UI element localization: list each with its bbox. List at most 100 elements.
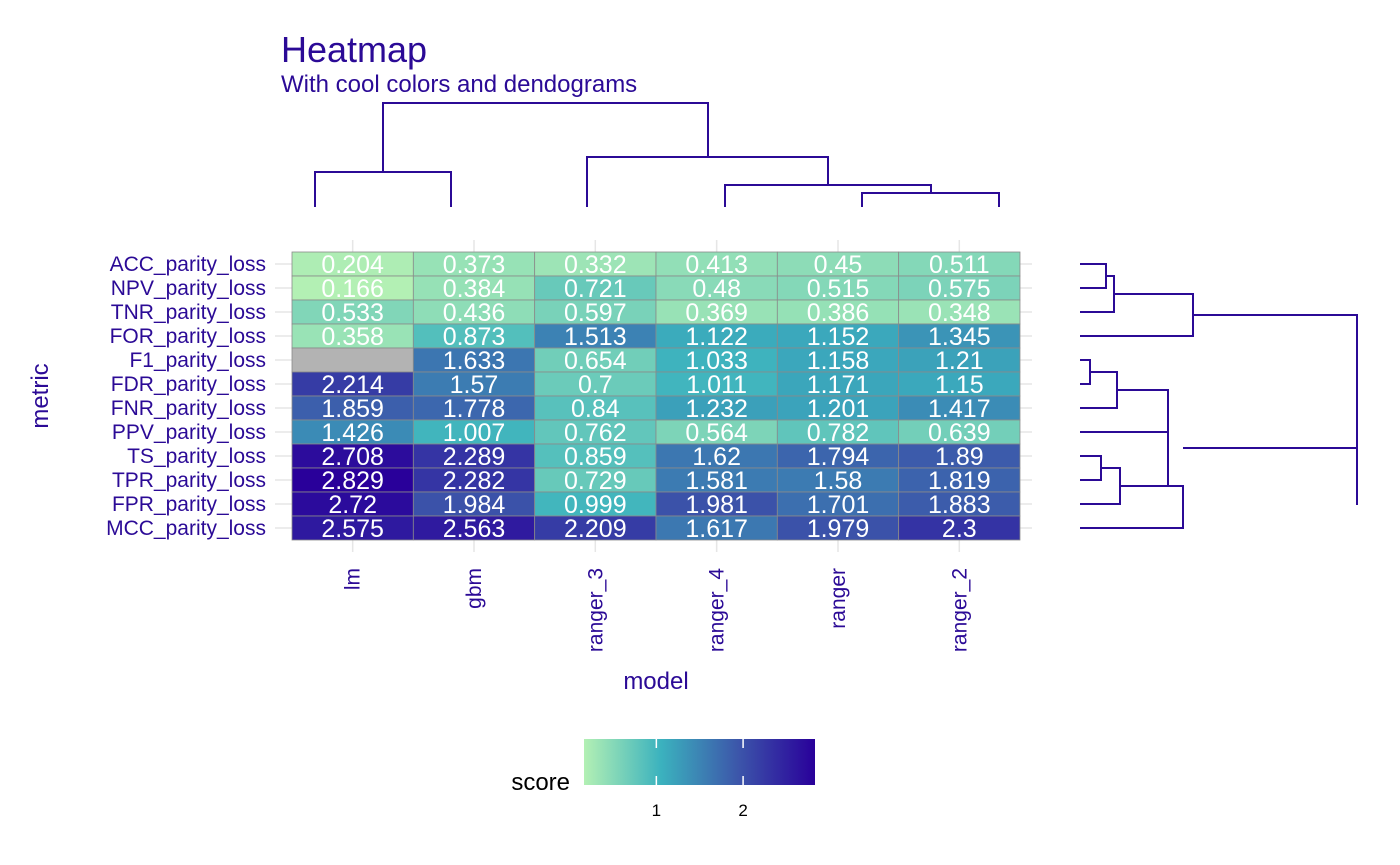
x-tick-label: ranger_2	[948, 568, 971, 652]
y-tick-label: NPV_parity_loss	[111, 277, 266, 300]
y-tick-label: FDR_parity_loss	[111, 373, 266, 396]
heatmap-cell	[291, 491, 414, 517]
x-tick-label: ranger_4	[706, 568, 729, 652]
x-axis-tick-labels: lm gbm ranger_3 ranger_4 ranger ranger_2	[342, 568, 972, 652]
legend-tick-label: 1	[652, 801, 661, 820]
heatmap-cell	[898, 251, 1021, 277]
heatmap-cell	[534, 371, 657, 397]
cell-value-label: 2.575	[321, 515, 384, 543]
heatmap-cell	[655, 299, 778, 325]
x-tick-label: lm	[342, 568, 365, 590]
cell-value-label: 1.345	[928, 323, 991, 351]
cell-value-label: 0.721	[564, 275, 627, 303]
chart-title: Heatmap	[281, 29, 427, 70]
cell-value-label: 1.979	[807, 515, 870, 543]
cell-value-label: 1.007	[443, 419, 506, 447]
cell-value-label: 1.617	[685, 515, 748, 543]
cell-value-label: 2.214	[321, 371, 384, 399]
cell-value-label: 0.762	[564, 419, 627, 447]
cell-value-label: 1.171	[807, 371, 870, 399]
heatmap-cell	[776, 323, 900, 349]
heatmap-cell	[412, 299, 536, 325]
heatmap-cell	[776, 419, 900, 445]
legend-tick-label: 2	[738, 801, 747, 820]
heatmap-cell	[776, 299, 900, 325]
column-dendrogram	[314, 102, 1000, 207]
cell-value-label: 1.011	[686, 371, 747, 399]
cell-value-label: 2.708	[321, 443, 384, 471]
cell-value-label: 2.289	[443, 443, 506, 471]
chart-subtitle: With cool colors and dendograms	[281, 71, 637, 98]
cell-value-label: 1.033	[685, 347, 748, 375]
cell-value-label: 1.859	[321, 395, 384, 423]
cell-value-label: 1.633	[443, 347, 506, 375]
cell-value-label: 0.859	[564, 443, 627, 471]
cell-value-label: 1.57	[450, 371, 499, 399]
heatmap-cell	[898, 299, 1021, 325]
cell-value-label: 0.511	[929, 251, 990, 279]
heatmap-cell	[776, 491, 900, 517]
cell-value-label: 1.581	[685, 467, 748, 495]
cell-value-label: 1.883	[928, 491, 991, 519]
cell-value-label: 1.15	[935, 371, 984, 399]
cell-value-label: 0.84	[571, 395, 620, 423]
cell-value-label: 0.436	[443, 299, 506, 327]
heatmap-cell	[655, 443, 778, 469]
heatmap-cell	[776, 443, 900, 469]
heatmap-cell	[291, 515, 414, 541]
cell-value-label: 1.819	[928, 467, 991, 495]
heatmap-cell	[534, 491, 657, 517]
cell-value-label: 0.782	[807, 419, 870, 447]
y-axis-tick-labels: ACC_parity_lossNPV_parity_lossTNR_parity…	[106, 253, 266, 540]
heatmap-cell	[412, 347, 536, 373]
cell-value-label: 0.999	[564, 491, 627, 519]
cell-value-label: 1.58	[814, 467, 863, 495]
heatmap-cell	[534, 515, 657, 541]
heatmap-cell	[776, 515, 900, 541]
cell-value-label: 1.794	[807, 443, 870, 471]
cell-value-label: 0.358	[321, 323, 384, 351]
y-tick-label: TNR_parity_loss	[111, 301, 266, 324]
cell-value-label: 1.232	[685, 395, 748, 423]
legend-title: score	[511, 769, 570, 796]
y-tick-label: TPR_parity_loss	[112, 469, 266, 492]
cell-value-label: 1.513	[564, 323, 627, 351]
heatmap-cell	[898, 371, 1021, 397]
heatmap-cell	[655, 275, 778, 301]
legend-colorbar	[584, 739, 815, 785]
cell-value-label: 0.45	[814, 251, 863, 279]
heatmap-cell	[412, 443, 536, 469]
heatmap-cell	[412, 371, 536, 397]
cell-value-label: 0.373	[443, 251, 506, 279]
heatmap-cells	[291, 251, 1021, 541]
y-tick-label: F1_parity_loss	[129, 349, 266, 372]
cell-value-label: 0.654	[564, 347, 627, 375]
heatmap-cell	[291, 395, 414, 421]
cell-value-label: 0.873	[443, 323, 506, 351]
heatmap-cell	[898, 419, 1021, 445]
cell-value-label: 1.21	[935, 347, 984, 375]
cell-value-label: 2.72	[328, 491, 377, 519]
cell-value-label: 1.984	[443, 491, 506, 519]
cell-value-label: 2.563	[443, 515, 506, 543]
heatmap-cell	[534, 299, 657, 325]
cell-value-label: 1.426	[321, 419, 384, 447]
row-dendrogram-lines	[1080, 263, 1358, 529]
y-tick-label: ACC_parity_loss	[110, 253, 266, 276]
heatmap-cell	[655, 491, 778, 517]
cell-value-label: 0.413	[685, 251, 748, 279]
row-dendrogram	[1080, 263, 1358, 529]
x-tick-label: gbm	[463, 568, 486, 609]
heatmap-cell	[412, 275, 536, 301]
cell-value-label: 0.7	[578, 371, 613, 399]
heatmap-cell	[534, 395, 657, 421]
heatmap-cell	[655, 251, 778, 277]
y-tick-label: FPR_parity_loss	[112, 493, 266, 516]
cell-value-label: 0.48	[692, 275, 741, 303]
cell-value-label: 0.386	[807, 299, 870, 327]
cell-value-label: 0.564	[685, 419, 748, 447]
heatmap-cell	[655, 467, 778, 493]
cell-value-label: 1.701	[807, 491, 870, 519]
heatmap-cell	[655, 515, 778, 541]
